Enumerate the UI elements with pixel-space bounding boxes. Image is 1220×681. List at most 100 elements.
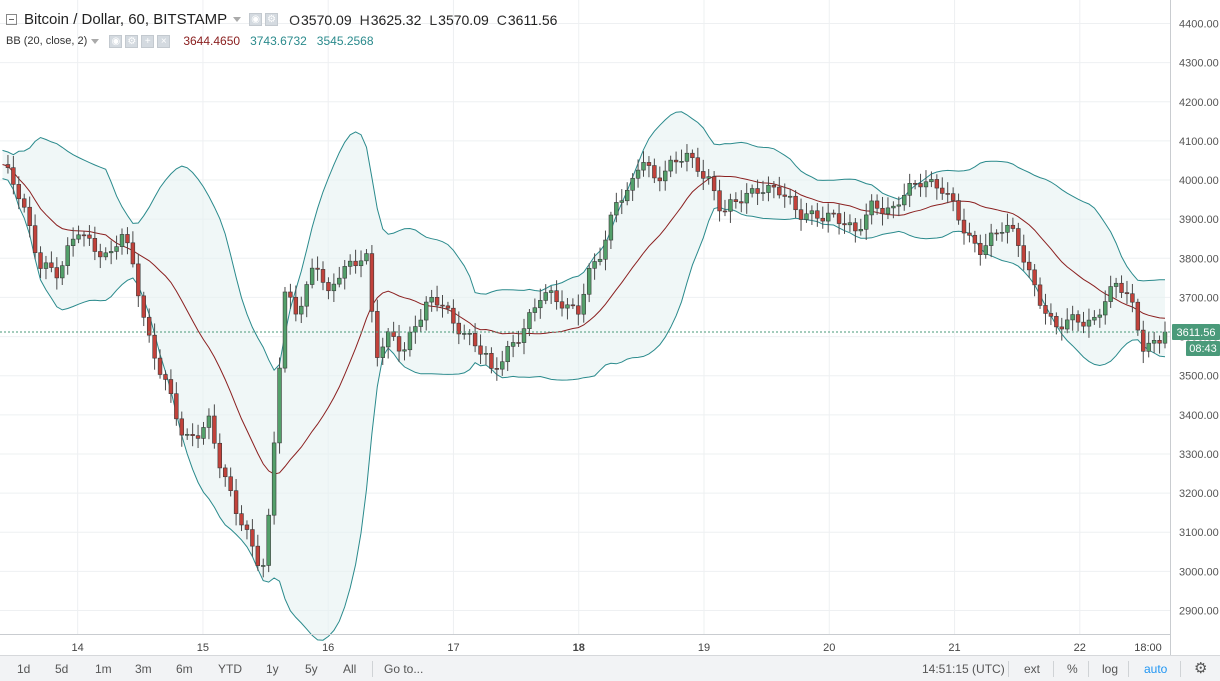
up-candle: [766, 176, 771, 202]
last-price-value: 3611.56: [1177, 327, 1216, 339]
candle-body: [228, 476, 233, 491]
up-candle: [108, 240, 114, 265]
candle-body: [1075, 314, 1081, 323]
up-candle: [663, 160, 668, 191]
bar-countdown: 08:43: [1189, 343, 1217, 355]
candle-body: [347, 260, 353, 267]
up-candle: [500, 350, 505, 376]
candlestick-series: [5, 144, 1168, 578]
ext-toggle[interactable]: ext: [1024, 662, 1041, 676]
y-tick-label: 3900.00: [1179, 214, 1219, 226]
bollinger-upper-band: [2, 111, 1166, 372]
range-3m-button[interactable]: 3m: [135, 662, 152, 676]
candle-body: [1162, 331, 1168, 344]
up-candle: [304, 281, 309, 318]
eye-icon[interactable]: ◉: [249, 13, 263, 26]
down-candle: [195, 424, 201, 449]
range-1m-button[interactable]: 1m: [95, 662, 112, 676]
down-candle: [853, 218, 858, 243]
candle-body: [869, 200, 874, 216]
up-candle: [891, 201, 896, 219]
down-candle: [972, 230, 978, 253]
range-all-button[interactable]: All: [343, 662, 357, 676]
collapse-legend-icon[interactable]: [6, 14, 17, 25]
candle-body: [543, 292, 548, 301]
indicator-add-icon[interactable]: +: [141, 34, 155, 48]
range-5y-button[interactable]: 5y: [305, 662, 318, 676]
down-candle: [445, 301, 451, 314]
price-axis[interactable]: 2900.00 3000.00 3100.00 3200.00 3300.00 3400.…: [1179, 18, 1219, 617]
symbol-title[interactable]: Bitcoin / Dollar, 60, BITSTAMP: [24, 11, 228, 28]
chevron-down-icon[interactable]: [233, 17, 242, 22]
down-candle: [1075, 310, 1081, 332]
open-label: O: [289, 11, 301, 28]
indicator-close-icon[interactable]: ×: [157, 34, 171, 48]
down-candle: [288, 283, 293, 309]
candle-body: [1070, 314, 1075, 321]
up-candle: [1086, 308, 1092, 338]
down-candle: [146, 308, 152, 343]
candle-body: [777, 186, 782, 196]
down-candle: [32, 214, 38, 260]
down-candle: [559, 290, 565, 317]
range-1y-button[interactable]: 1y: [266, 662, 279, 676]
down-candle: [375, 299, 380, 367]
percent-scale-toggle[interactable]: %: [1067, 662, 1078, 676]
up-candle: [565, 298, 570, 320]
price-chart[interactable]: 2900.00 3000.00 3100.00 3200.00 3300.00 3400.…: [0, 0, 1220, 655]
range-ytd-button[interactable]: YTD: [218, 662, 242, 676]
indicator-settings-icon[interactable]: ⚙: [125, 34, 139, 48]
candle-body: [125, 234, 130, 244]
down-candle: [233, 478, 239, 526]
candle-body: [961, 219, 967, 234]
down-candle: [576, 294, 581, 326]
toolbar-divider: [1128, 661, 1129, 677]
toolbar-divider: [1008, 661, 1009, 677]
down-candle: [1021, 234, 1026, 271]
candle-body: [478, 345, 483, 355]
down-candle: [570, 298, 576, 309]
up-candle: [510, 334, 516, 358]
candle-body: [635, 169, 641, 179]
candle-body: [798, 209, 804, 220]
up-candle: [907, 173, 912, 208]
range-5d-button[interactable]: 5d: [55, 662, 69, 676]
time-axis[interactable]: 14 15 16 17 18 19 20 21 22 18:00: [72, 642, 1162, 654]
up-candle: [538, 288, 543, 319]
up-candle: [1113, 277, 1119, 299]
candle-body: [174, 393, 179, 420]
candle-body: [43, 262, 49, 269]
y-tick-label: 4200.00: [1179, 97, 1219, 109]
gear-icon[interactable]: ⚙: [1194, 660, 1208, 677]
candle-body: [195, 435, 201, 439]
indicator-eye-icon[interactable]: ◉: [109, 34, 123, 48]
range-1d-button[interactable]: 1d: [17, 662, 31, 676]
down-candle: [16, 176, 22, 210]
up-candle: [543, 284, 548, 305]
candle-body: [119, 234, 125, 247]
candle-body: [201, 427, 206, 439]
utc-time-readout[interactable]: 14:51:15 (UTC): [922, 662, 1005, 676]
candle-body: [559, 301, 565, 309]
candle-body: [70, 238, 76, 246]
down-candle: [1130, 283, 1135, 313]
log-scale-toggle[interactable]: log: [1102, 662, 1119, 676]
auto-scale-toggle[interactable]: auto: [1144, 662, 1168, 676]
candle-body: [293, 296, 299, 315]
indicator-name[interactable]: BB (20, close, 2): [6, 35, 88, 47]
candle-body: [114, 246, 119, 252]
down-candle: [940, 177, 945, 200]
candle-body: [597, 258, 603, 262]
candle-body: [652, 165, 657, 179]
down-candle: [190, 423, 195, 447]
candle-body: [440, 304, 445, 307]
candle-body: [787, 195, 793, 198]
goto-button[interactable]: Go to...: [384, 662, 424, 676]
range-6m-button[interactable]: 6m: [176, 662, 193, 676]
down-candle: [842, 211, 847, 234]
candle-body: [793, 195, 798, 211]
indicator-chevron-down-icon[interactable]: [91, 38, 100, 44]
candle-body: [1151, 340, 1157, 344]
settings-small-icon[interactable]: ⚙: [265, 13, 279, 26]
candle-body: [76, 234, 81, 240]
